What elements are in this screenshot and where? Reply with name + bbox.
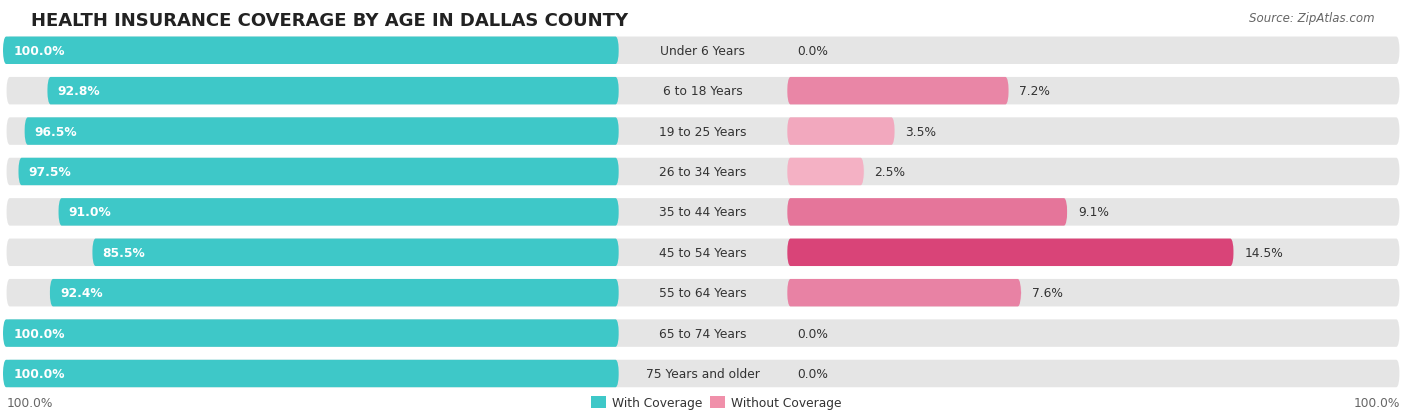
FancyBboxPatch shape bbox=[710, 396, 725, 410]
Text: 75 Years and older: 75 Years and older bbox=[647, 367, 759, 380]
Text: 85.5%: 85.5% bbox=[103, 246, 145, 259]
FancyBboxPatch shape bbox=[6, 199, 1400, 226]
Text: 35 to 44 Years: 35 to 44 Years bbox=[659, 206, 747, 219]
FancyBboxPatch shape bbox=[6, 239, 1400, 266]
Text: 100.0%: 100.0% bbox=[1354, 396, 1400, 409]
FancyBboxPatch shape bbox=[18, 158, 619, 186]
FancyBboxPatch shape bbox=[787, 78, 1010, 105]
Text: 92.8%: 92.8% bbox=[58, 85, 100, 98]
Text: 100.0%: 100.0% bbox=[13, 45, 65, 58]
FancyBboxPatch shape bbox=[6, 158, 1400, 186]
Text: 100.0%: 100.0% bbox=[13, 327, 65, 340]
Text: 7.2%: 7.2% bbox=[1019, 85, 1050, 98]
FancyBboxPatch shape bbox=[6, 360, 1400, 387]
FancyBboxPatch shape bbox=[6, 320, 1400, 347]
FancyBboxPatch shape bbox=[6, 118, 1400, 145]
FancyBboxPatch shape bbox=[24, 118, 619, 145]
Text: 92.4%: 92.4% bbox=[60, 287, 103, 299]
Text: 0.0%: 0.0% bbox=[797, 327, 828, 340]
Text: 55 to 64 Years: 55 to 64 Years bbox=[659, 287, 747, 299]
Text: 14.5%: 14.5% bbox=[1244, 246, 1284, 259]
FancyBboxPatch shape bbox=[787, 118, 894, 145]
FancyBboxPatch shape bbox=[3, 360, 619, 387]
FancyBboxPatch shape bbox=[787, 158, 865, 186]
Text: 3.5%: 3.5% bbox=[905, 125, 936, 138]
Text: Under 6 Years: Under 6 Years bbox=[661, 45, 745, 58]
Text: 100.0%: 100.0% bbox=[6, 396, 52, 409]
Text: 2.5%: 2.5% bbox=[875, 166, 905, 178]
FancyBboxPatch shape bbox=[6, 78, 1400, 105]
Text: 45 to 54 Years: 45 to 54 Years bbox=[659, 246, 747, 259]
FancyBboxPatch shape bbox=[6, 279, 1400, 307]
Text: 7.6%: 7.6% bbox=[1032, 287, 1063, 299]
FancyBboxPatch shape bbox=[58, 199, 619, 226]
Text: 65 to 74 Years: 65 to 74 Years bbox=[659, 327, 747, 340]
FancyBboxPatch shape bbox=[787, 199, 1067, 226]
Text: HEALTH INSURANCE COVERAGE BY AGE IN DALLAS COUNTY: HEALTH INSURANCE COVERAGE BY AGE IN DALL… bbox=[31, 12, 628, 30]
Text: 97.5%: 97.5% bbox=[28, 166, 72, 178]
FancyBboxPatch shape bbox=[787, 279, 1021, 307]
Text: With Coverage: With Coverage bbox=[612, 396, 703, 409]
Text: 0.0%: 0.0% bbox=[797, 367, 828, 380]
FancyBboxPatch shape bbox=[3, 38, 619, 65]
Text: 100.0%: 100.0% bbox=[13, 367, 65, 380]
Text: 91.0%: 91.0% bbox=[69, 206, 111, 219]
Text: 26 to 34 Years: 26 to 34 Years bbox=[659, 166, 747, 178]
Text: 96.5%: 96.5% bbox=[35, 125, 77, 138]
Text: 0.0%: 0.0% bbox=[797, 45, 828, 58]
FancyBboxPatch shape bbox=[591, 396, 606, 410]
Text: Source: ZipAtlas.com: Source: ZipAtlas.com bbox=[1250, 12, 1375, 25]
Text: Without Coverage: Without Coverage bbox=[731, 396, 842, 409]
Text: 19 to 25 Years: 19 to 25 Years bbox=[659, 125, 747, 138]
FancyBboxPatch shape bbox=[48, 78, 619, 105]
FancyBboxPatch shape bbox=[3, 320, 619, 347]
FancyBboxPatch shape bbox=[93, 239, 619, 266]
Text: 6 to 18 Years: 6 to 18 Years bbox=[664, 85, 742, 98]
FancyBboxPatch shape bbox=[49, 279, 619, 307]
Text: 9.1%: 9.1% bbox=[1078, 206, 1109, 219]
FancyBboxPatch shape bbox=[6, 38, 1400, 65]
FancyBboxPatch shape bbox=[787, 239, 1234, 266]
